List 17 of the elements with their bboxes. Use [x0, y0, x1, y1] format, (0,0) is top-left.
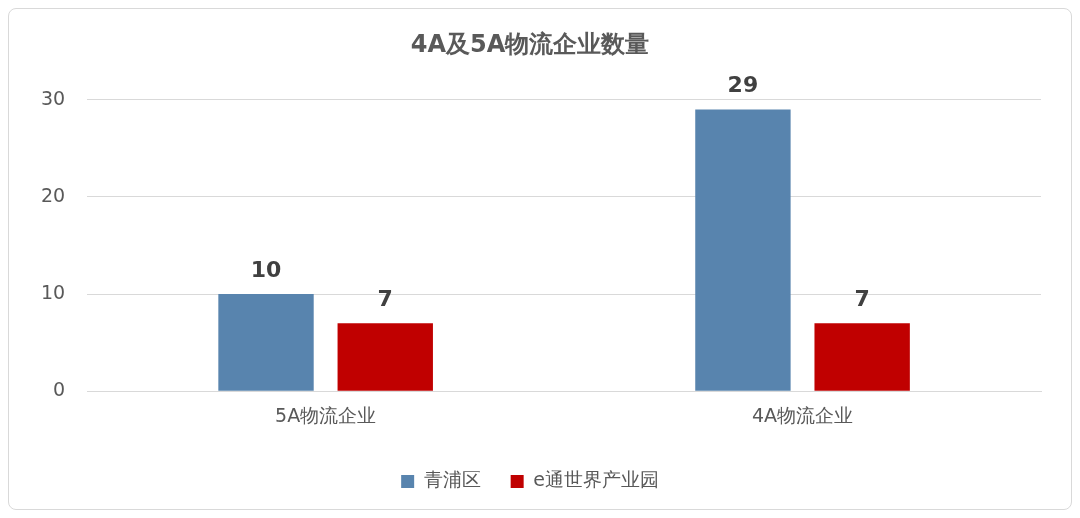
y-tick-label: 30 — [40, 86, 66, 109]
data-label: 29 — [727, 72, 759, 98]
data-label: 7 — [377, 285, 393, 311]
chart-title: 4A及5A物流企业数量 — [410, 29, 650, 58]
x-tick-label: 5A物流企业 — [275, 403, 377, 426]
y-tick-label: 0 — [53, 378, 66, 401]
data-label: 7 — [854, 285, 870, 311]
legend-label: 青浦区 — [423, 468, 481, 491]
bar — [814, 323, 910, 391]
y-tick-label: 10 — [40, 281, 66, 303]
x-tick-label: 4A物流企业 — [752, 403, 854, 426]
bar — [218, 294, 314, 391]
data-label: 10 — [250, 256, 282, 282]
bar — [695, 109, 791, 391]
legend-label: e通世界产业园 — [533, 468, 659, 491]
y-tick-label: 20 — [40, 183, 66, 206]
bar — [337, 323, 433, 391]
